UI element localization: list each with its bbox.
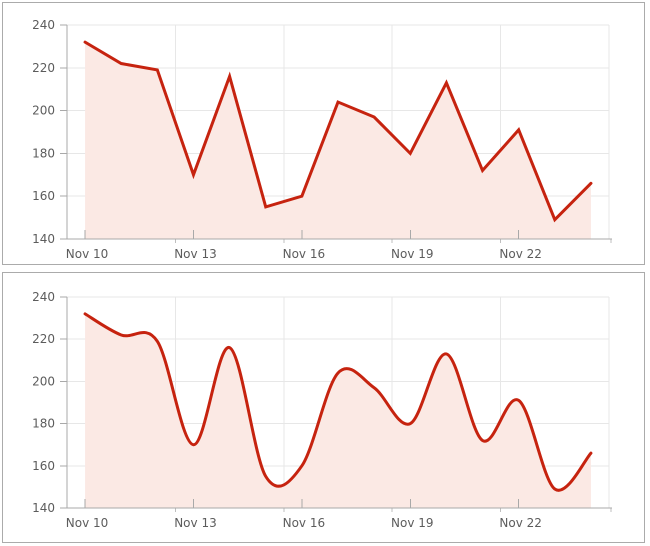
smoothed-line-area-chart: 140 160 180 200 220 240 Nov 10 Nov 13 Nov 16 Nov … (32, 290, 612, 530)
area-fill (85, 42, 591, 240)
smoothed-line-chart-panel: 140 160 180 200 220 240 Nov 10 Nov 13 Nov 16 Nov … (2, 272, 645, 543)
x-axis-label: Nov 10 (66, 247, 109, 261)
y-axis-label: 200 (32, 374, 55, 388)
straight-line-area-chart: 140 160 180 200 220 240 Nov 10 Nov 13 Nov 16 Nov … (32, 18, 612, 261)
x-axis-label: Nov 22 (499, 247, 542, 261)
y-axis-label: 180 (32, 146, 55, 160)
x-axis-label: Nov 16 (283, 247, 326, 261)
x-axis-label: Nov 13 (174, 247, 217, 261)
x-axis-label: Nov 19 (391, 247, 434, 261)
x-axis-label: Nov 22 (499, 516, 542, 530)
y-axis-label: 140 (32, 501, 55, 515)
x-axis-label: Nov 16 (283, 516, 326, 530)
x-axis-label: Nov 13 (174, 516, 217, 530)
x-axis-label: Nov 10 (66, 516, 109, 530)
straight-line-chart-panel: 140 160 180 200 220 240 Nov 10 Nov 13 Nov 16 Nov … (2, 2, 645, 265)
series-line (83, 40, 593, 223)
y-axis-label: 240 (32, 290, 55, 304)
y-axis-label: 220 (32, 61, 55, 75)
y-axis-label: 200 (32, 104, 55, 118)
y-axis-label: 180 (32, 417, 55, 431)
area-fill (85, 313, 591, 508)
y-axis-label: 140 (32, 232, 55, 246)
y-axis-label: 220 (32, 332, 55, 346)
x-axis-label: Nov 19 (391, 516, 434, 530)
y-axis-label: 160 (32, 189, 55, 203)
y-axis-label: 240 (32, 18, 55, 32)
series-line (83, 312, 593, 492)
y-axis-label: 160 (32, 459, 55, 473)
